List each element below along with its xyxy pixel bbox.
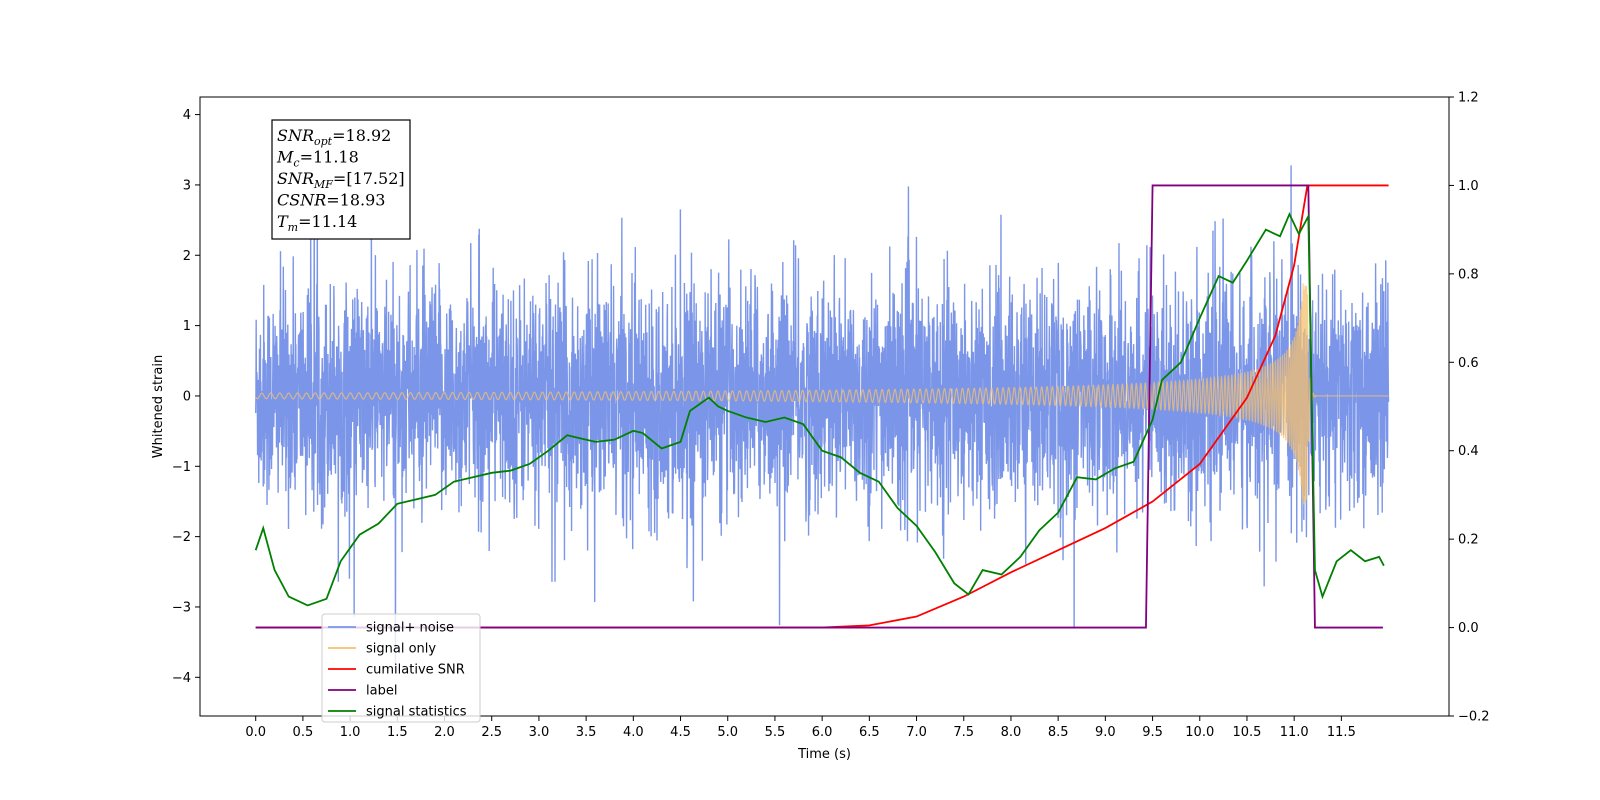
x-tick-label: 2.5 xyxy=(481,725,502,740)
legend-label: signal+ noise xyxy=(366,621,454,636)
annotation-symbol: SNR xyxy=(277,126,314,145)
x-tick-label: 6.5 xyxy=(859,725,880,740)
y-axis-title: Whitened strain xyxy=(151,355,166,458)
annotation-symbol: SNR xyxy=(277,169,314,188)
series-label xyxy=(255,184,1383,629)
x-tick-label: 1.5 xyxy=(387,725,408,740)
y2-tick-label: 0.2 xyxy=(1458,533,1479,548)
annotation-value: =11.14 xyxy=(298,212,357,231)
x-tick-label: 7.5 xyxy=(953,725,974,740)
series-signal-plus-noise xyxy=(255,165,1390,670)
annotation-subscript: opt xyxy=(314,135,333,148)
x-tick-label: 4.5 xyxy=(670,725,691,740)
annotation-subscript: MF xyxy=(313,178,333,191)
y-tick-label: 3 xyxy=(183,178,191,193)
y2-tick-label: 0.8 xyxy=(1458,267,1479,282)
y-tick-label: 2 xyxy=(183,249,191,264)
annotation-symbol: T xyxy=(277,212,289,231)
annotation-subscript: c xyxy=(293,157,299,170)
x-tick-label: 11.0 xyxy=(1280,725,1309,740)
x-tick-label: 8.5 xyxy=(1048,725,1069,740)
x-tick-label: 0.5 xyxy=(293,725,314,740)
x-axis-title: Time (s) xyxy=(797,747,851,762)
annotation-box: SNRopt=18.92Mc=11.18SNRMF=[17.52]CSNR=18… xyxy=(271,119,411,240)
x-tick-label: 4.0 xyxy=(623,725,644,740)
y2-tick-label: 1.0 xyxy=(1458,179,1479,194)
annotation-value: =18.92 xyxy=(332,126,391,145)
y-tick-label: 1 xyxy=(183,319,191,334)
annotation-value: =11.18 xyxy=(300,148,359,167)
legend-label: cumilative SNR xyxy=(366,663,465,678)
y-tick-label: −1 xyxy=(172,460,191,475)
plot-area xyxy=(254,165,1390,670)
x-tick-label: 9.0 xyxy=(1095,725,1116,740)
x-tick-label: 8.0 xyxy=(1001,725,1022,740)
x-tick-label: 7.0 xyxy=(906,725,927,740)
x-tick-label: 5.0 xyxy=(717,725,738,740)
legend-label: signal statistics xyxy=(366,705,467,720)
annotation-value: =18.93 xyxy=(326,191,385,210)
x-tick-label: 1.0 xyxy=(340,725,361,740)
annotation-symbol: CSNR xyxy=(277,191,326,210)
axes-frame xyxy=(199,96,1450,717)
legend: signal+ noise signal only cumilative SNR la… xyxy=(321,613,481,723)
x-tick-label: 3.0 xyxy=(529,725,550,740)
annotation-snr-mf: SNRMF=[17.52] xyxy=(277,169,405,191)
annotation-frame xyxy=(271,119,411,240)
annotation-mc: Mc=11.18 xyxy=(276,148,359,170)
y-tick-label: 4 xyxy=(183,108,191,123)
y2-tick-label: 0.4 xyxy=(1458,444,1479,459)
x-tick-label: 10.5 xyxy=(1232,725,1261,740)
x-tick-label: 2.0 xyxy=(434,725,455,740)
x-tick-label: 5.5 xyxy=(765,725,786,740)
annotation-symbol: M xyxy=(276,148,294,167)
y-tick-label: −3 xyxy=(172,600,191,615)
x-tick-label: 10.0 xyxy=(1185,725,1214,740)
legend-label: signal only xyxy=(366,642,436,657)
legend-frame xyxy=(321,613,481,723)
y-tick-label: 0 xyxy=(183,389,191,404)
x-tick-label: 0.0 xyxy=(245,725,266,740)
x-tick-label: 6.0 xyxy=(812,725,833,740)
x-tick-label: 9.5 xyxy=(1142,725,1163,740)
series-cumulative-snr xyxy=(255,184,1389,629)
x-tick-label: 11.5 xyxy=(1327,725,1356,740)
series-signal-only xyxy=(255,283,1389,505)
annotation-subscript: m xyxy=(288,221,298,234)
y-tick-label: −4 xyxy=(172,671,191,686)
legend-label: label xyxy=(366,684,397,699)
annotation-csnr: CSNR=18.93 xyxy=(277,191,385,210)
y2-tick-label: −0.2 xyxy=(1458,710,1490,725)
y2-tick-label: 0.0 xyxy=(1458,621,1479,636)
series-signal-statistics xyxy=(254,211,1385,607)
y2-tick-label: 1.2 xyxy=(1458,91,1479,106)
y2-tick-label: 0.6 xyxy=(1458,356,1479,371)
annotation-tm: Tm=11.14 xyxy=(277,212,357,234)
x-tick-label: 3.5 xyxy=(576,725,597,740)
y-tick-label: −2 xyxy=(172,530,191,545)
annotation-value: =[17.52] xyxy=(333,169,405,188)
annotation-snr-opt: SNRopt=18.92 xyxy=(277,126,391,148)
